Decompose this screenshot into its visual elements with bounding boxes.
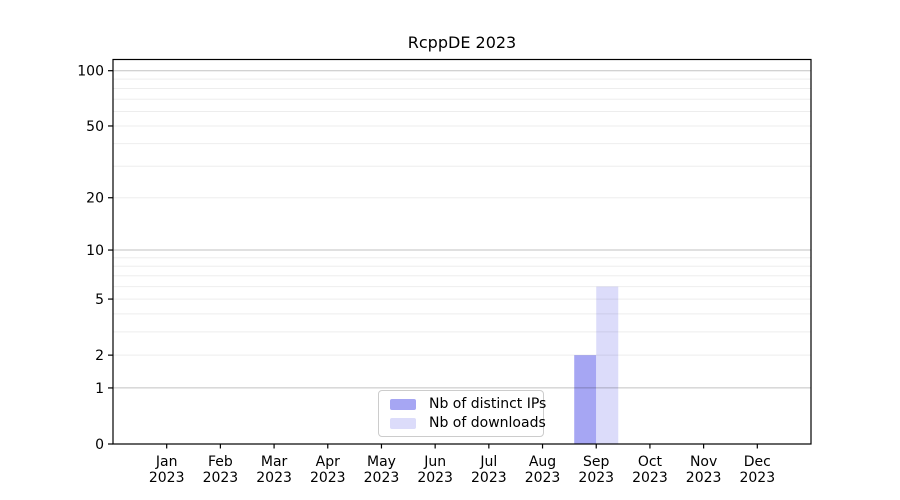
x-tick-label-month: Nov xyxy=(690,454,717,470)
x-tick-label-year: 2023 xyxy=(739,470,775,486)
y-tick-label: 0 xyxy=(95,437,104,453)
y-tick-label: 50 xyxy=(86,119,104,135)
legend-label-distinct-ips: Nb of distinct IPs xyxy=(429,396,547,412)
bar-nb-of-downloads-sep-2023 xyxy=(596,286,619,444)
x-tick-label-month: Sep xyxy=(583,454,610,470)
x-tick-label-year: 2023 xyxy=(578,470,614,486)
legend-item-downloads: Nb of downloads xyxy=(390,415,546,431)
x-tick-label-month: Feb xyxy=(208,454,233,470)
x-tick-label-year: 2023 xyxy=(364,470,400,486)
bar-nb-of-distinct-ips-sep-2023 xyxy=(574,355,597,444)
y-tick-label: 1 xyxy=(95,381,104,397)
x-tick-label-month: May xyxy=(367,454,396,470)
x-tick-label-year: 2023 xyxy=(632,470,668,486)
x-tick-label-year: 2023 xyxy=(310,470,346,486)
x-tick-label-year: 2023 xyxy=(256,470,292,486)
chart-title: RcppDE 2023 xyxy=(407,33,517,52)
y-tick-label: 100 xyxy=(77,64,104,80)
y-tick-label: 20 xyxy=(86,191,104,207)
legend-label-downloads: Nb of downloads xyxy=(429,415,546,431)
x-tick-label-year: 2023 xyxy=(149,470,185,486)
x-tick-label-month: Jun xyxy=(423,454,446,470)
x-tick-label-year: 2023 xyxy=(686,470,722,486)
legend-swatch-downloads xyxy=(390,417,416,429)
y-tick-label: 5 xyxy=(95,292,104,308)
y-tick-label: 10 xyxy=(86,243,104,259)
plot-border xyxy=(112,58,812,445)
legend-item-distinct-ips: Nb of distinct IPs xyxy=(390,396,546,412)
legend-swatch-distinct-ips xyxy=(390,398,416,410)
x-tick-label-year: 2023 xyxy=(417,470,453,486)
x-tick-label-month: Jul xyxy=(479,454,497,470)
x-tick-label-year: 2023 xyxy=(525,470,561,486)
x-tick-label-month: Jan xyxy=(155,454,178,470)
x-tick-label-month: Oct xyxy=(638,454,663,470)
x-tick-label-year: 2023 xyxy=(471,470,507,486)
x-tick-label-month: Mar xyxy=(261,454,288,470)
legend: Nb of distinct IPs Nb of downloads xyxy=(378,390,546,437)
x-tick-label-month: Aug xyxy=(529,454,556,470)
x-tick-label-month: Dec xyxy=(744,454,771,470)
x-tick-label-month: Apr xyxy=(316,454,340,470)
x-tick-label-year: 2023 xyxy=(203,470,239,486)
y-tick-label: 2 xyxy=(95,348,104,364)
